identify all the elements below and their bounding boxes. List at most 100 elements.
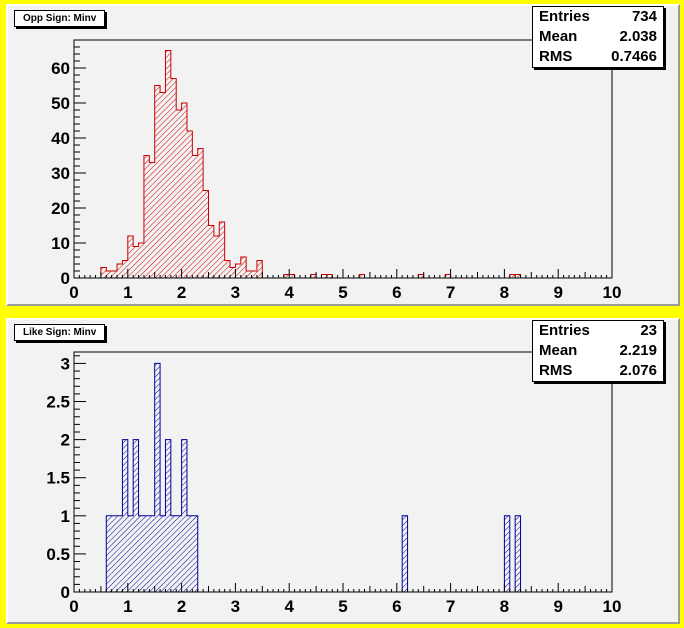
x-tick-label: 1 (123, 597, 132, 616)
histogram-bin (197, 148, 204, 278)
histogram-bin (165, 439, 171, 592)
x-tick-label: 8 (500, 283, 509, 302)
histogram-title: Like Sign: Minv (14, 324, 106, 341)
y-tick-label: 1.5 (46, 469, 70, 488)
histogram-bin (154, 363, 161, 592)
stats-mean-label: Mean (539, 28, 578, 45)
x-tick-label: 3 (231, 597, 240, 616)
y-tick-label: 30 (51, 164, 70, 183)
histogram-opp-sign: 0 1 2 3 4 5 6 7 8 9 10 0 10 20 30 40 50 60 (51, 39, 622, 302)
histogram-bin (176, 515, 182, 592)
histogram-bin (208, 225, 214, 278)
histogram-bin (143, 155, 150, 278)
stats-entries-value: 23 (640, 322, 657, 339)
histogram-bin (138, 515, 144, 592)
histogram-bin (246, 271, 252, 278)
histogram-bin (170, 515, 177, 592)
y-tick-label: 20 (51, 199, 70, 218)
histogram-bin (326, 274, 333, 278)
x-tick-label: 4 (284, 597, 294, 616)
histogram-bin (310, 274, 317, 278)
stats-mean-label: Mean (539, 342, 578, 359)
x-tick-label: 5 (338, 283, 347, 302)
x-tick-label: 3 (231, 283, 240, 302)
stats-box: Entries 734 Mean 2.038 RMS 0.7466 (532, 6, 664, 68)
histogram-bin (181, 439, 187, 592)
y-tick-label: 50 (51, 94, 70, 113)
histogram-bin (100, 267, 107, 278)
histogram-bin (117, 515, 123, 592)
histogram-bin (213, 236, 220, 278)
histogram-bin (240, 257, 247, 278)
x-tick-label: 8 (500, 597, 509, 616)
histogram-bin (138, 243, 144, 278)
histogram-bin (122, 439, 128, 592)
stats-entries-row: Entries 23 (533, 321, 663, 341)
histogram-bin (283, 274, 290, 278)
stats-entries-value: 734 (631, 8, 657, 25)
x-tick-label: 7 (446, 283, 455, 302)
histogram-bin (133, 246, 139, 278)
y-tick-label: 3 (61, 354, 70, 373)
histogram-bin (509, 274, 516, 278)
histogram-like-sign: 0 1 2 3 4 5 6 7 8 9 10 0 0.5 1 1.5 2 2.5 3 (46, 351, 622, 616)
stats-mean-row: Mean 2.219 (533, 341, 663, 361)
histogram-bin (154, 85, 161, 278)
x-tick-label: 2 (177, 283, 186, 302)
x-tick-label: 9 (553, 597, 562, 616)
histogram-bin (106, 515, 112, 592)
stats-mean-value: 2.038 (619, 28, 657, 45)
histogram-bin (122, 260, 128, 278)
histogram-bin (359, 274, 365, 278)
histogram-bin (251, 271, 257, 278)
stats-entries-label: Entries (539, 8, 590, 25)
histogram-bin (235, 264, 241, 278)
y-tick-label: 0.5 (46, 545, 70, 564)
x-tick-label: 10 (603, 597, 622, 616)
histogram-bin (117, 264, 123, 278)
histogram-bin (106, 271, 112, 278)
histogram-bin (111, 271, 118, 278)
histogram-bin (111, 515, 118, 592)
plot-pad-like-sign: 0 1 2 3 4 5 6 7 8 9 10 0 0.5 1 1.5 2 2.5 3 Like Sign: Min… (6, 318, 680, 624)
histogram-bin (127, 515, 134, 592)
histogram-bin (445, 274, 451, 278)
histogram-bin (186, 131, 193, 278)
x-tick-label: 0 (69, 597, 78, 616)
y-tick-label: 2.5 (46, 393, 70, 412)
y-tick-label: 40 (51, 129, 70, 148)
stats-rms-value: 2.076 (619, 362, 657, 379)
histogram-bin (186, 515, 193, 592)
y-tick-label: 60 (51, 59, 70, 78)
y-tick-label: 0 (61, 583, 70, 602)
histogram-bin (321, 274, 327, 278)
stats-mean-row: Mean 2.038 (533, 27, 663, 47)
histogram-bin (230, 267, 236, 278)
plot-pad-opp-sign: 0 1 2 3 4 5 6 7 8 9 10 0 10 20 30 40 50 60 Opp Sign: Minv… (6, 4, 680, 306)
histogram-title: Opp Sign: Minv (14, 10, 106, 27)
x-tick-label: 5 (338, 597, 347, 616)
histogram-bin (402, 515, 408, 592)
histogram-bin (224, 260, 231, 278)
x-tick-label: 10 (603, 283, 622, 302)
y-tick-label: 0 (61, 269, 70, 288)
histogram-bin (160, 515, 166, 592)
histogram-bin (160, 92, 166, 278)
stats-rms-label: RMS (539, 48, 573, 65)
x-tick-label: 1 (123, 283, 132, 302)
histogram-bin (149, 515, 155, 592)
stats-rms-value: 0.7466 (611, 48, 657, 65)
histogram-bin (515, 274, 521, 278)
y-tick-label: 1 (61, 507, 70, 526)
x-tick-label: 9 (553, 283, 562, 302)
histogram-bin (127, 236, 134, 278)
histogram-bin (504, 515, 510, 592)
stats-box: Entries 23 Mean 2.219 RMS 2.076 (532, 320, 664, 382)
stats-rms-row: RMS 2.076 (533, 361, 663, 381)
x-tick-label: 6 (392, 597, 401, 616)
y-tick-label: 10 (51, 234, 70, 253)
histogram-bin (181, 103, 187, 278)
histogram-bin (149, 162, 155, 278)
histogram-bin (192, 155, 198, 278)
